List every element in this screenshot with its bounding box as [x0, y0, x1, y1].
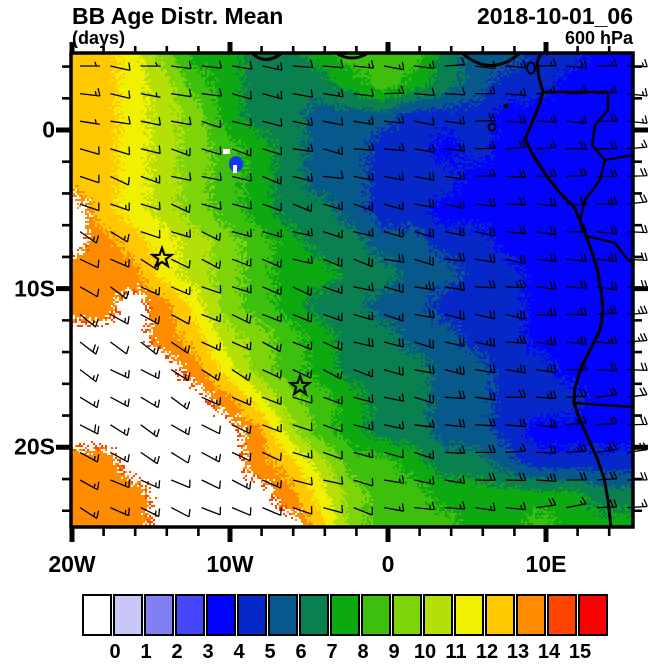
colorbar-label: 11 [445, 641, 467, 663]
colorbar-box [330, 594, 360, 636]
plot-level: 600 hPa [564, 28, 633, 48]
colorbar-label: 1 [140, 641, 152, 663]
plot-datetime: 2018-10-01_06 [476, 3, 633, 29]
colorbar-label: 9 [388, 641, 400, 663]
plot-units: (days) [72, 28, 126, 48]
colorbar-box [547, 594, 577, 636]
colorbar-box [485, 594, 515, 636]
x-axis-label: 10W [206, 551, 254, 577]
colorbar-box [113, 594, 143, 636]
x-axis-label: 20W [48, 551, 96, 577]
colorbar-label: 0 [109, 641, 121, 663]
colorbar-box [423, 594, 453, 636]
y-axis-label: 20S [14, 433, 55, 460]
colorbar-box [206, 594, 236, 636]
colorbar-box [392, 594, 422, 636]
colorbar-label: 6 [295, 641, 307, 663]
colorbar-label: 4 [233, 641, 245, 663]
colorbar-box [516, 594, 546, 636]
colorbar-label: 14 [537, 641, 561, 663]
colorbar-label: 3 [202, 641, 214, 663]
colorbar-label: 7 [326, 641, 338, 663]
colorbar-label: 8 [357, 641, 369, 663]
colorbar-box [268, 594, 298, 636]
colorbar-box [361, 594, 391, 636]
colorbar-label: 5 [264, 641, 276, 663]
contour-field-canvas [71, 53, 633, 527]
colorbar-label: 15 [568, 641, 592, 663]
colorbar-box [237, 594, 267, 636]
colorbar-box [299, 594, 329, 636]
y-axis-label: 10S [14, 275, 55, 302]
colorbar-box [175, 594, 205, 636]
x-axis-label: 10E [525, 551, 567, 577]
x-axis-label: 0 [381, 551, 395, 577]
colorbar-label: 12 [475, 641, 499, 663]
colorbar-box [82, 594, 112, 636]
y-axis-label: 0 [42, 116, 55, 143]
colorbar-label: 2 [171, 641, 183, 663]
colorbar-label: 13 [506, 641, 530, 663]
colorbar-label: 10 [413, 641, 437, 663]
plot-title: BB Age Distr. Mean [72, 3, 284, 29]
colorbar-box [454, 594, 484, 636]
colorbar-box [578, 594, 608, 636]
colorbar-box [144, 594, 174, 636]
